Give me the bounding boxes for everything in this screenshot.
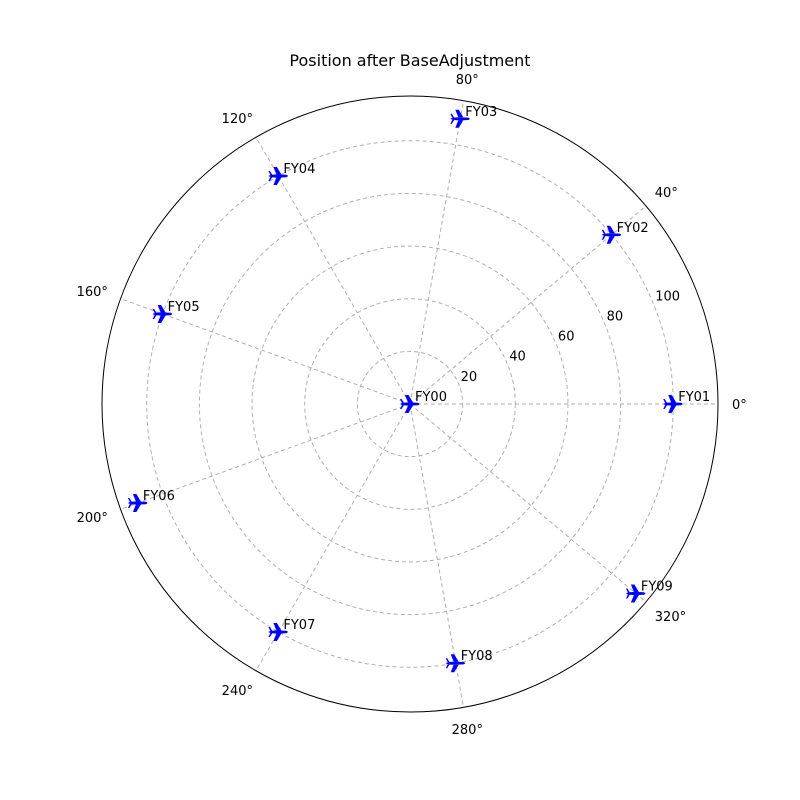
r-tick-label: 100: [655, 289, 680, 304]
grid-spoke: [255, 137, 411, 405]
chart-title: Position after BaseAdjustment: [289, 51, 530, 70]
grid-spoke: [120, 298, 411, 405]
airplane-icon: [400, 395, 420, 413]
airplane-icon: [268, 623, 288, 641]
airplane-icon: [625, 584, 646, 603]
point-label: FY08: [461, 649, 493, 664]
grid-spoke: [255, 403, 411, 671]
theta-tick-label: 280°: [452, 723, 483, 738]
airplane-icon: [663, 395, 683, 413]
theta-tick-label: 160°: [77, 285, 108, 300]
theta-tick-label: 40°: [655, 186, 678, 201]
r-tick-label: 20: [461, 370, 478, 385]
theta-tick-label: 0°: [732, 398, 747, 413]
grid-spoke: [409, 403, 647, 603]
airplane-icon: [268, 167, 288, 185]
theta-tick-label: 320°: [655, 610, 686, 625]
point-label: FY09: [641, 580, 673, 595]
grid-layer: [120, 100, 718, 708]
point-layer: FY00 FY01 FY02 FY03 FY04 FY05 FY06 FY07 FY08 FY09: [127, 105, 710, 673]
point-label: FY02: [617, 221, 649, 236]
theta-tick-label: 80°: [456, 73, 479, 88]
grid-spoke: [120, 403, 411, 510]
tick-layer: 20 40 60 80 100 0° 40° 80° 120° 160° 200° 240° 280° 3…: [77, 73, 747, 738]
grid-spoke: [409, 403, 464, 708]
airplane-icon: [450, 109, 470, 128]
airplane-icon: [601, 225, 622, 244]
point-label: FY01: [678, 390, 710, 405]
grid-spoke: [409, 205, 647, 405]
r-tick-label: 40: [509, 350, 526, 365]
point-label: FY00: [415, 390, 447, 405]
point-label: FY06: [143, 489, 175, 504]
theta-tick-label: 240°: [222, 684, 253, 699]
point-label: FY05: [168, 300, 200, 315]
theta-tick-label: 200°: [77, 511, 108, 526]
grid-spoke: [409, 100, 464, 405]
theta-tick-label: 120°: [222, 112, 253, 127]
airplane-icon: [152, 305, 173, 323]
airplane-icon: [127, 494, 148, 512]
r-tick-label: 80: [607, 309, 624, 324]
point-label: FY04: [283, 162, 315, 177]
airplane-icon: [445, 654, 466, 673]
r-tick-label: 60: [558, 330, 575, 345]
point-label: FY07: [283, 618, 315, 633]
point-label: FY03: [465, 105, 497, 120]
